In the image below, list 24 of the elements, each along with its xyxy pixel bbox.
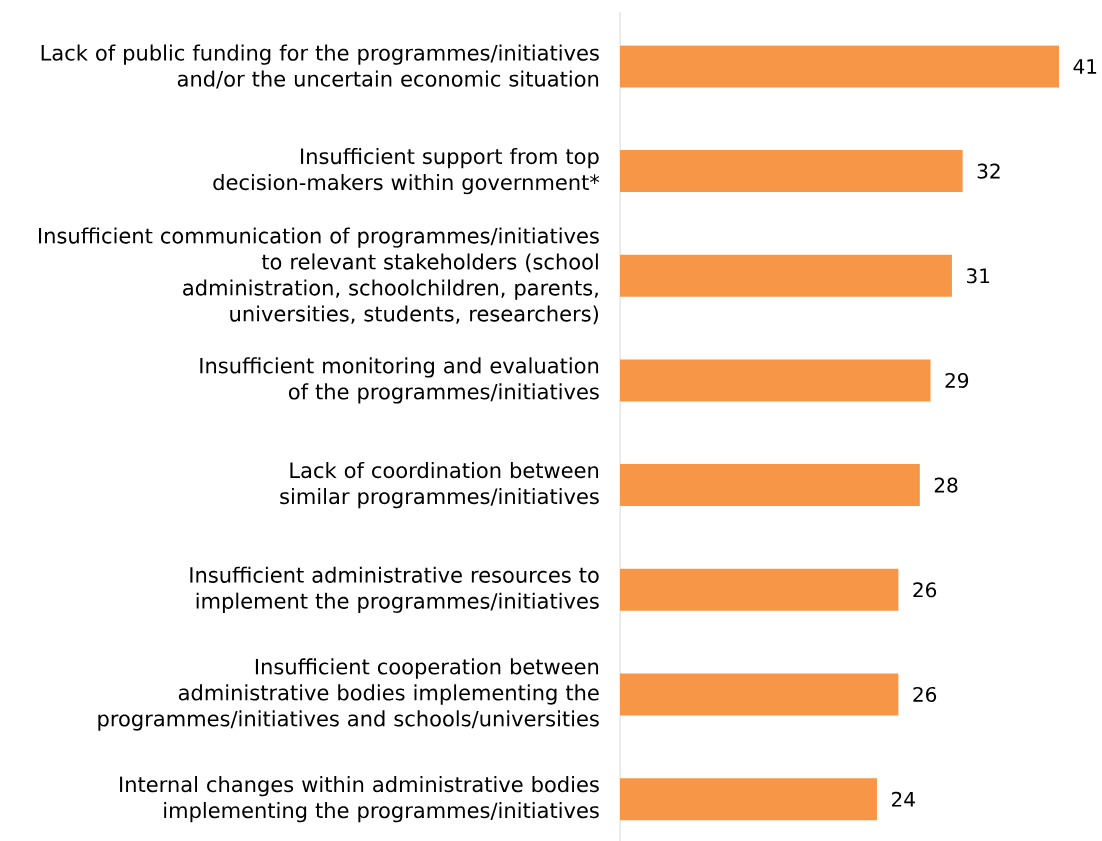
bar bbox=[620, 778, 877, 821]
y-tick-label: Insufficient administrative resources to implement the programmes/initiatives bbox=[190, 566, 599, 613]
bar bbox=[620, 568, 899, 611]
bar bbox=[620, 254, 952, 297]
data-label: 28 bbox=[934, 477, 958, 493]
y-tick-label: Lack of coordination between similar programmes/initiatives bbox=[280, 461, 599, 509]
y-tick-label: Insufficient support from top decision-makers within government* bbox=[213, 147, 600, 195]
data-label: 26 bbox=[913, 582, 937, 598]
bar bbox=[620, 673, 899, 716]
y-tick-label: Insufficient monitoring and evaluation of the programmes/initiatives bbox=[200, 357, 599, 404]
bar bbox=[620, 464, 920, 507]
y-tick-label: Lack of public funding for the programmes/initiatives and/or the uncertain economic situation bbox=[41, 44, 599, 89]
bar bbox=[620, 150, 963, 193]
data-label: 29 bbox=[945, 372, 969, 389]
data-label: 31 bbox=[966, 268, 990, 284]
data-label: 24 bbox=[891, 791, 915, 807]
bar bbox=[620, 45, 1059, 88]
y-tick-label: Insufficient cooperation between administrative bodies implementing the programmes/initiatives and schools/universities bbox=[98, 658, 599, 731]
bar bbox=[620, 359, 931, 402]
y-tick-label: Internal changes within administrative bodies implementing the programmes/initiatives bbox=[120, 775, 599, 823]
data-label: 26 bbox=[913, 686, 937, 703]
data-label: 41 bbox=[1073, 59, 1097, 74]
data-label: 32 bbox=[977, 163, 1000, 179]
y-tick-label: Insufficient communication of programmes/initiatives to relevant stakeholders (school administration, schoolchildren, parents, universities, students, researchers) bbox=[39, 227, 599, 325]
